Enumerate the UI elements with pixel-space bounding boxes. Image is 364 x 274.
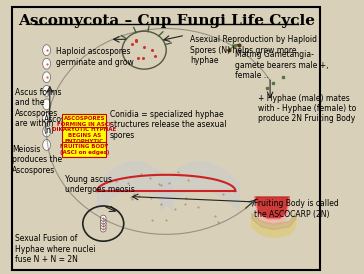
Ellipse shape bbox=[43, 72, 51, 83]
Text: Ascomycota – Cup Fungi Life Cycle: Ascomycota – Cup Fungi Life Cycle bbox=[18, 14, 315, 28]
Text: Conidia = specialized hyphae
structures release the asexual
spores: Conidia = specialized hyphae structures … bbox=[110, 110, 226, 139]
Text: Meiosis
produces the
Ascospores: Meiosis produces the Ascospores bbox=[12, 145, 62, 175]
Ellipse shape bbox=[100, 223, 106, 229]
Ellipse shape bbox=[100, 221, 106, 227]
Text: Mating Gametangia-
gamete bearers male +,
female ..: Mating Gametangia- gamete bearers male +… bbox=[236, 50, 329, 80]
Text: Haploid ascospores
germinate and grow: Haploid ascospores germinate and grow bbox=[56, 47, 134, 67]
Text: Fruiting Body is called
the ASCOCARP (2N): Fruiting Body is called the ASCOCARP (2N… bbox=[254, 199, 339, 219]
Text: + Hyphae (male) mates
with - Hyphae (female) to
produce 2N Fruiting Body: + Hyphae (male) mates with - Hyphae (fem… bbox=[257, 93, 356, 123]
Text: Sexual Fusion of
Hyphae where nuclei
fuse N + N = 2N: Sexual Fusion of Hyphae where nuclei fus… bbox=[15, 235, 96, 264]
Ellipse shape bbox=[100, 218, 106, 224]
Text: DIKARYOTIC HYPHAE
BEGINS AS
ENTOPHYTIC: DIKARYOTIC HYPHAE BEGINS AS ENTOPHYTIC bbox=[52, 127, 116, 144]
Ellipse shape bbox=[43, 113, 51, 123]
Text: Ascospores
(n): Ascospores (n) bbox=[44, 115, 87, 135]
Text: ASCOSPORES
FORMING IN ASCI: ASCOSPORES FORMING IN ASCI bbox=[58, 116, 111, 127]
Ellipse shape bbox=[43, 126, 51, 137]
Text: Asexual Reproduction by Haploid
Spores (N) helps grow more
hyphae: Asexual Reproduction by Haploid Spores (… bbox=[190, 35, 317, 65]
Ellipse shape bbox=[43, 85, 51, 96]
Ellipse shape bbox=[100, 215, 106, 221]
Ellipse shape bbox=[43, 99, 51, 110]
FancyBboxPatch shape bbox=[62, 114, 106, 129]
Ellipse shape bbox=[100, 226, 106, 232]
FancyBboxPatch shape bbox=[62, 127, 106, 144]
Text: FRUITING BODY
(ASCI on edges): FRUITING BODY (ASCI on edges) bbox=[60, 144, 109, 155]
Ellipse shape bbox=[43, 45, 51, 56]
Text: Ascus forms
and the
Ascospores
are within: Ascus forms and the Ascospores are withi… bbox=[15, 88, 62, 128]
Ellipse shape bbox=[43, 58, 51, 69]
FancyBboxPatch shape bbox=[12, 7, 320, 270]
Text: Young ascus
undergoes meosis: Young ascus undergoes meosis bbox=[66, 175, 135, 194]
Ellipse shape bbox=[43, 139, 51, 150]
FancyBboxPatch shape bbox=[62, 142, 106, 157]
